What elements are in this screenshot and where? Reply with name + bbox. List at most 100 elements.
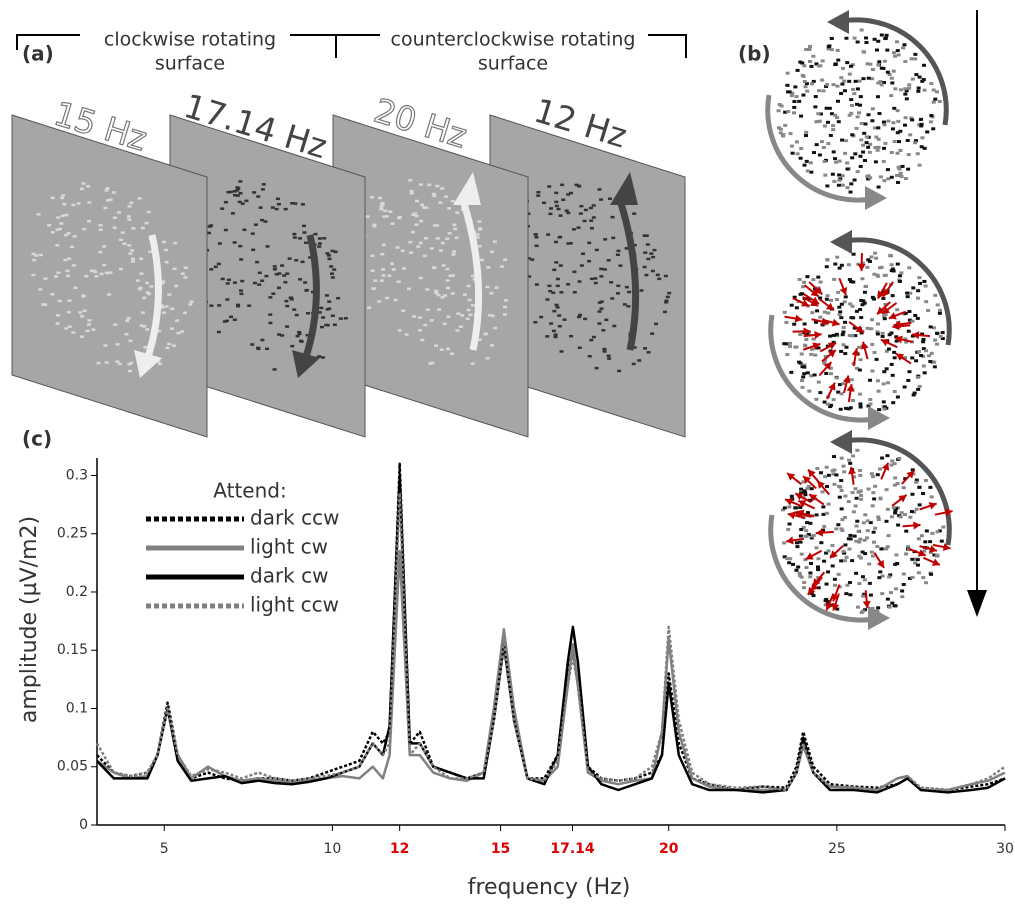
dot	[822, 361, 827, 365]
dot	[818, 471, 823, 475]
dot	[917, 384, 922, 388]
dot	[624, 247, 629, 250]
dot	[444, 195, 449, 198]
dot	[466, 284, 471, 288]
dot	[317, 355, 322, 358]
dot	[431, 192, 436, 196]
dot	[372, 225, 377, 228]
y-tick-label: 0.1	[66, 700, 88, 716]
dot	[866, 404, 871, 408]
dot	[880, 592, 885, 596]
dot	[844, 36, 849, 40]
dot	[138, 286, 143, 290]
dot	[106, 293, 111, 296]
dot	[877, 60, 882, 64]
dot	[857, 468, 862, 472]
dot	[914, 478, 919, 482]
dot	[460, 314, 465, 317]
dot	[317, 311, 322, 314]
dot	[883, 302, 888, 306]
dot	[870, 504, 875, 508]
dot	[868, 142, 873, 146]
dot	[113, 323, 118, 326]
dot	[919, 122, 924, 126]
dot	[851, 316, 856, 320]
dot	[894, 553, 899, 557]
dot	[230, 212, 235, 215]
dot	[836, 58, 841, 62]
dot	[292, 232, 297, 236]
dot	[849, 280, 854, 284]
dot	[865, 536, 870, 540]
dot	[931, 88, 936, 92]
dot	[910, 468, 915, 472]
dot	[908, 133, 913, 137]
dot	[57, 299, 62, 303]
dot	[873, 251, 878, 255]
dot	[852, 178, 857, 182]
dot	[332, 323, 337, 327]
dot	[918, 281, 923, 285]
dot	[925, 130, 930, 134]
flow-arrow-head	[785, 498, 794, 506]
dot	[81, 182, 86, 185]
dot	[851, 280, 856, 284]
dot	[921, 337, 926, 341]
flow-arrow-head	[825, 302, 834, 311]
dot	[876, 39, 881, 43]
dot	[929, 572, 934, 576]
dot	[845, 186, 850, 190]
dot	[860, 277, 865, 281]
dot	[868, 521, 873, 525]
dot	[890, 373, 895, 377]
dot	[917, 485, 922, 489]
dot	[124, 332, 129, 336]
dot	[372, 223, 377, 227]
dot	[858, 164, 863, 168]
dot	[380, 201, 385, 205]
dot	[862, 301, 867, 305]
dot	[445, 267, 450, 271]
dot	[388, 210, 393, 213]
dot	[881, 400, 886, 404]
dot	[128, 339, 133, 343]
dot	[892, 140, 897, 144]
dot	[861, 143, 866, 147]
flow-arrow-head	[882, 288, 891, 297]
dot	[904, 340, 909, 344]
dot	[38, 253, 43, 257]
dot	[859, 298, 864, 302]
dot	[805, 89, 810, 93]
dot	[274, 207, 279, 211]
dot	[126, 317, 131, 320]
dot	[158, 362, 163, 366]
dot	[804, 82, 809, 86]
dot	[794, 306, 799, 310]
dot	[876, 81, 881, 85]
dot	[884, 367, 889, 371]
dot	[139, 257, 144, 260]
dot	[327, 300, 332, 303]
dot	[939, 539, 944, 543]
dot	[802, 64, 807, 68]
dot	[907, 318, 912, 322]
dot	[419, 219, 424, 223]
dot	[446, 315, 451, 319]
dot	[38, 288, 43, 291]
flow-arrow-head	[831, 602, 840, 611]
dot	[820, 59, 825, 63]
dot	[301, 224, 306, 228]
dot	[554, 204, 559, 208]
dot	[793, 345, 798, 349]
dot	[791, 562, 796, 566]
dot	[580, 252, 585, 256]
dot	[115, 343, 120, 346]
dot	[829, 112, 834, 116]
dot	[865, 265, 870, 269]
dot	[797, 360, 802, 364]
dot	[907, 266, 912, 270]
flow-arrow-head	[892, 322, 900, 331]
dot	[798, 60, 803, 64]
dot	[654, 322, 659, 326]
dot	[875, 148, 880, 152]
